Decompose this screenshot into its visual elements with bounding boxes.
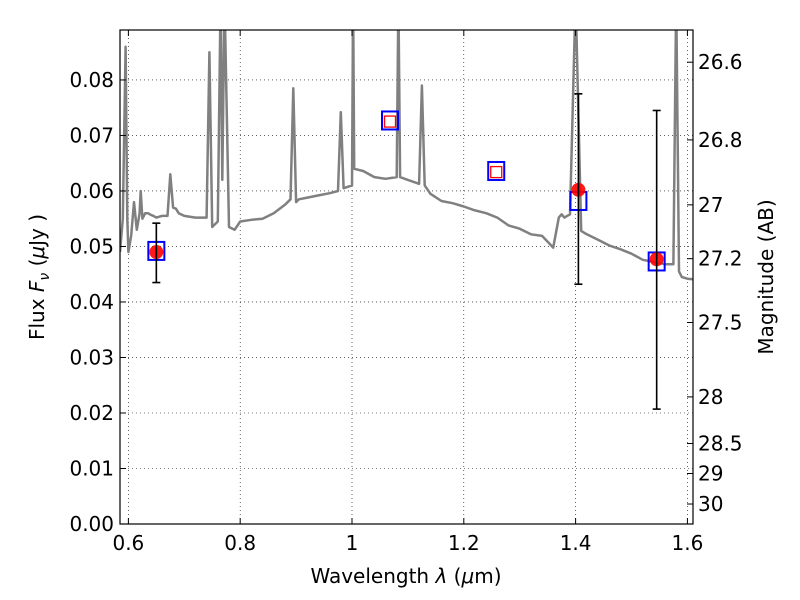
y-tick-label: 0.08 bbox=[69, 68, 114, 92]
model-point-marker bbox=[381, 110, 400, 131]
y2-tick-label: 28.5 bbox=[698, 432, 743, 456]
y-tick-label: 0.05 bbox=[69, 234, 114, 258]
y2-axis-title: Magnitude (AB) bbox=[754, 199, 778, 354]
x-tick-label: 1 bbox=[346, 531, 359, 555]
x-tick-label: 1.4 bbox=[560, 531, 592, 555]
x-axis-title-mu: μ bbox=[460, 564, 474, 588]
x-tick-label: 0.8 bbox=[224, 531, 256, 555]
y-tick-label: 0.02 bbox=[69, 401, 114, 425]
plot-frame bbox=[119, 29, 694, 525]
upper-limit-marker bbox=[490, 165, 503, 179]
x-axis-title-post: ( bbox=[447, 564, 461, 588]
x-axis-title-end: m) bbox=[474, 564, 501, 588]
x-axis-title-pre: Wavelength bbox=[310, 564, 435, 588]
y2-tick-label: 27 bbox=[698, 193, 723, 217]
y-axis-title-mu: μ bbox=[25, 246, 49, 260]
x-axis-title-var: λ bbox=[434, 564, 447, 588]
y-tick-label: 0.00 bbox=[69, 512, 114, 536]
y2-tick-label: 27.5 bbox=[698, 311, 743, 335]
y-axis-title: Flux Fν (μJy ) bbox=[25, 214, 53, 340]
y2-tick-label: 26.6 bbox=[698, 50, 743, 74]
y2-tick-label: 27.2 bbox=[698, 247, 743, 271]
y-tick-label: 0.07 bbox=[69, 123, 114, 147]
model-point-marker bbox=[487, 160, 506, 181]
y2-tick-label: 28 bbox=[698, 385, 723, 409]
y2-tick-label: 30 bbox=[698, 492, 723, 516]
y-tick-label: 0.01 bbox=[69, 456, 114, 480]
y2-tick-label: 26.8 bbox=[698, 128, 743, 152]
y-tick-label: 0.03 bbox=[69, 345, 114, 369]
y2-tick-label: 29 bbox=[698, 461, 723, 485]
spectrum-line bbox=[120, 30, 693, 281]
y-axis-title-var: F bbox=[25, 280, 49, 292]
y-axis-title-paren: ( bbox=[25, 259, 49, 273]
upper-limit-marker bbox=[383, 115, 397, 128]
data-layer bbox=[120, 30, 693, 410]
x-tick-label: 1.2 bbox=[448, 531, 480, 555]
y-tick-label: 0.06 bbox=[69, 179, 114, 203]
x-axis-title: Wavelength λ (μm) bbox=[310, 564, 501, 588]
y-axis-title-pre: Flux bbox=[25, 292, 49, 340]
axis-ticks: 0.6 0.8 1 1.2 1.4 1.6 0.00 0.01 0.02 0.03 0.04 0.05… bbox=[69, 30, 743, 555]
y-axis-title-end: Jy ) bbox=[25, 214, 49, 248]
x-tick-label: 0.6 bbox=[112, 531, 144, 555]
y-axis-title-sub: ν bbox=[37, 273, 53, 281]
y-tick-label: 0.04 bbox=[69, 290, 114, 314]
plot-background bbox=[120, 30, 693, 524]
x-tick-label: 1.6 bbox=[672, 531, 704, 555]
